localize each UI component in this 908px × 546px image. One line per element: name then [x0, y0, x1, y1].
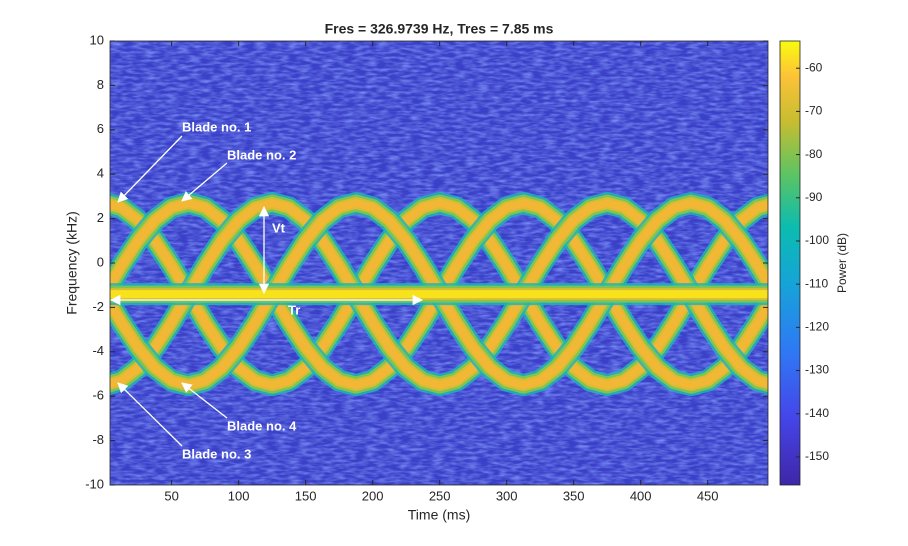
x-axis-label: Time (ms): [408, 507, 470, 523]
spectral-track: [110, 199, 768, 390]
colorbar-tick-label: -100: [805, 233, 829, 247]
y-tick-label: -10: [85, 476, 104, 491]
x-tick-label: 400: [630, 488, 652, 503]
x-tick-label: 450: [697, 488, 719, 503]
chart-title: Fres = 326.9739 Hz, Tres = 7.85 ms: [325, 21, 554, 37]
annotation-arrow: [117, 135, 183, 203]
y-tick-label: 0: [97, 254, 104, 269]
colorbar-tick-label: -60: [805, 60, 823, 74]
x-tick-label: 350: [563, 488, 585, 503]
y-tick-label: -2: [92, 299, 104, 314]
annotation: Blade no. 4: [227, 418, 297, 433]
colorbar-tick-label: -70: [805, 104, 823, 118]
y-tick-label: 10: [90, 32, 104, 47]
annotation: Tr: [288, 302, 300, 317]
spectral-track: [110, 199, 768, 390]
annotation: Blade no. 1: [182, 119, 251, 134]
annotation: Blade no. 3: [182, 446, 251, 461]
colorbar-tick-label: -140: [805, 406, 829, 420]
colorbar-tick-label: -110: [805, 276, 828, 290]
annotation: Blade no. 2: [227, 147, 296, 162]
annotation-arrow: [117, 382, 183, 447]
colorbar: [779, 40, 801, 486]
plot-area: [110, 41, 768, 485]
annotation-arrow: [181, 162, 228, 202]
colorbar-tick-label: -90: [805, 190, 823, 204]
annotation: Vt: [272, 220, 286, 235]
annotation-arrow: [181, 382, 228, 419]
y-tick-label: 2: [97, 210, 104, 225]
x-tick-label: 100: [228, 488, 250, 503]
colorbar-tick-label: -80: [805, 147, 823, 161]
tracks: [110, 192, 768, 397]
y-tick-label: 6: [97, 121, 104, 136]
colorbar-tick-label: -130: [805, 363, 829, 377]
x-tick-label: 150: [295, 488, 317, 503]
x-tick-label: 300: [496, 488, 518, 503]
x-tick-label: 250: [429, 488, 451, 503]
y-tick-label: 8: [97, 77, 104, 92]
y-tick-label: -4: [92, 343, 104, 358]
y-tick-label: 4: [97, 166, 104, 181]
colorbar-tick-label: -150: [805, 449, 829, 463]
y-axis-label: Frequency (kHz): [64, 211, 80, 314]
colorbar-tick-label: -120: [805, 320, 829, 334]
colorbar-label: Power (dB): [835, 233, 849, 293]
x-tick-label: 200: [362, 488, 384, 503]
y-tick-label: -6: [92, 388, 104, 403]
x-tick-label: 50: [164, 488, 178, 503]
y-tick-label: -8: [92, 432, 104, 447]
